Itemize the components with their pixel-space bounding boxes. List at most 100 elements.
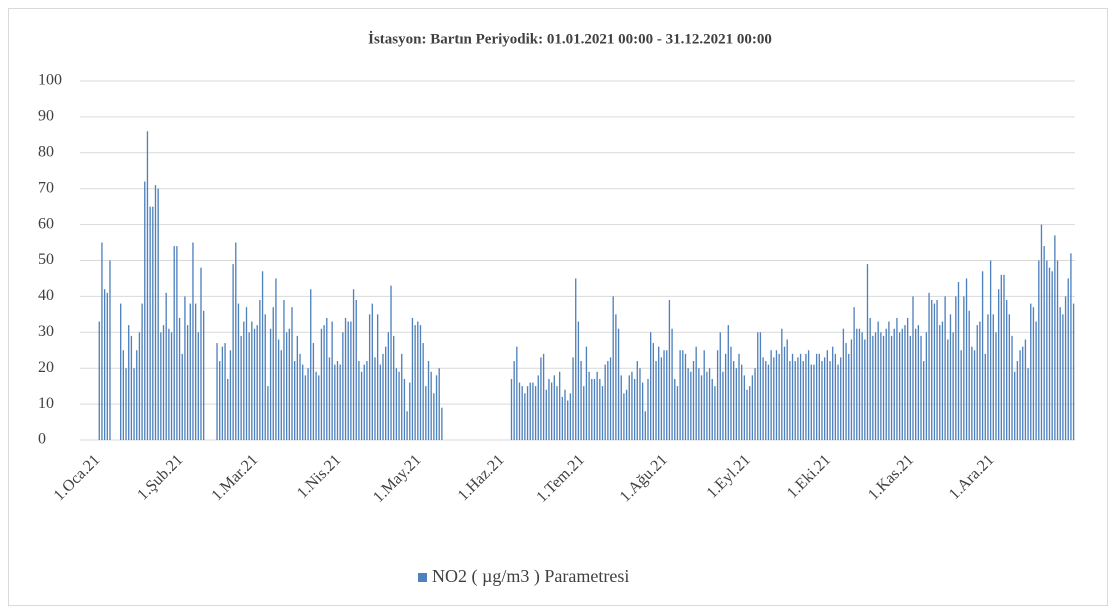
bar — [1032, 307, 1035, 440]
y-tick-label: 80 — [38, 143, 54, 160]
bar — [687, 368, 689, 440]
bar — [826, 350, 829, 440]
bar — [561, 396, 564, 440]
bar — [617, 328, 620, 440]
bar — [840, 357, 842, 440]
bar — [858, 328, 861, 440]
bar — [746, 389, 748, 440]
bar — [393, 335, 395, 440]
bar — [548, 378, 550, 440]
bar — [676, 386, 679, 440]
bar — [783, 346, 786, 440]
bar — [173, 246, 175, 440]
bar — [682, 350, 684, 440]
bar — [521, 386, 523, 440]
bar — [979, 321, 981, 440]
bar — [609, 357, 612, 440]
bar — [658, 346, 660, 440]
bar — [856, 328, 858, 440]
bar — [762, 357, 764, 440]
bar — [968, 310, 970, 440]
bar — [906, 317, 909, 440]
bar — [738, 353, 740, 440]
legend-swatch — [418, 573, 427, 582]
bar — [291, 307, 293, 440]
bar — [615, 314, 617, 440]
bar — [192, 242, 194, 440]
bar — [765, 361, 767, 440]
bar — [441, 407, 443, 440]
bar — [947, 339, 949, 440]
bar — [660, 357, 663, 440]
bar — [767, 364, 770, 440]
bar — [1067, 278, 1069, 440]
bar — [799, 353, 802, 440]
bar — [912, 296, 914, 440]
bar — [194, 303, 197, 440]
bar — [224, 343, 226, 440]
bar — [668, 299, 671, 440]
bar — [363, 364, 365, 440]
bar — [848, 353, 850, 440]
bar — [1054, 235, 1056, 440]
y-tick-label: 100 — [38, 72, 62, 89]
bar — [334, 364, 336, 440]
bar — [655, 361, 657, 440]
bar — [818, 353, 820, 440]
bar — [261, 271, 264, 440]
bar — [821, 361, 823, 440]
bar — [722, 371, 724, 440]
bar — [644, 411, 646, 440]
bar — [227, 378, 229, 440]
bar — [542, 353, 545, 440]
bar — [944, 296, 946, 440]
bar — [101, 242, 103, 440]
bar — [435, 375, 438, 440]
bar — [853, 307, 855, 440]
bar — [842, 328, 845, 440]
bar — [414, 325, 416, 440]
bar — [427, 361, 430, 440]
bar — [128, 325, 130, 440]
bar — [168, 328, 170, 440]
bar — [553, 375, 555, 440]
bar — [877, 321, 879, 440]
bar — [425, 386, 427, 440]
bar — [973, 350, 976, 440]
legend-label: NO2 ( µg/m3 ) Parametresi — [432, 566, 629, 587]
bar — [133, 368, 135, 440]
bar — [219, 361, 221, 440]
bar — [810, 364, 812, 440]
bar — [328, 357, 331, 440]
y-tick-label: 60 — [38, 215, 54, 232]
bar — [1016, 361, 1019, 440]
bar — [599, 378, 601, 440]
bar — [178, 317, 181, 440]
bar — [352, 289, 355, 440]
bar — [743, 375, 746, 440]
bar — [510, 378, 513, 440]
bar — [256, 325, 258, 440]
bar — [909, 335, 911, 440]
bar — [647, 378, 649, 440]
bar — [122, 350, 125, 440]
bar — [272, 307, 274, 440]
bar — [162, 325, 165, 440]
bar — [706, 371, 708, 440]
bar — [695, 346, 697, 440]
bar — [302, 364, 304, 440]
bar — [671, 328, 673, 440]
bar — [125, 368, 127, 440]
bar — [813, 364, 815, 440]
bar — [585, 346, 588, 440]
bar — [914, 328, 917, 440]
bar — [567, 400, 569, 440]
bar — [229, 350, 232, 440]
bar — [631, 371, 633, 440]
bar — [245, 307, 248, 440]
bar — [294, 361, 296, 440]
bar — [625, 389, 628, 440]
bar — [802, 361, 804, 440]
bar — [537, 375, 539, 440]
bar — [103, 289, 106, 440]
